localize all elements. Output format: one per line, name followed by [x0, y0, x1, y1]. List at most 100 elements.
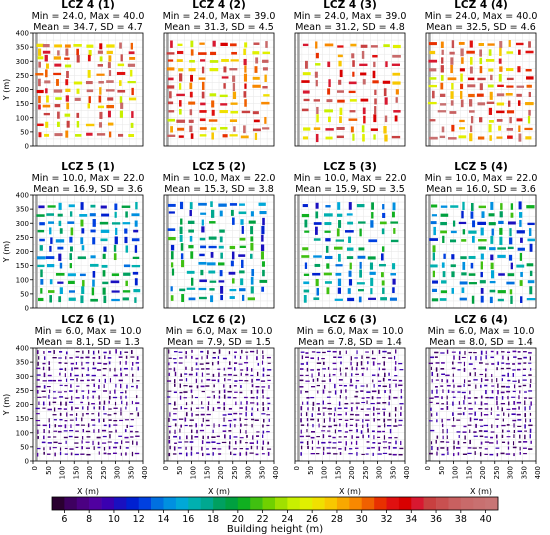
building [97, 446, 101, 449]
building [398, 419, 403, 422]
building [266, 448, 272, 450]
building [201, 390, 206, 393]
building [173, 413, 177, 415]
building [64, 384, 68, 387]
panel-stats-mean: Mean = 31.3, SD = 4.5 [164, 22, 274, 33]
building [349, 99, 357, 102]
building [468, 110, 475, 113]
building [178, 109, 182, 115]
building [167, 85, 175, 89]
building [239, 452, 242, 456]
building [480, 378, 483, 383]
building [529, 384, 532, 388]
building [179, 436, 181, 440]
building [171, 251, 174, 260]
building [115, 349, 117, 354]
building [103, 295, 107, 304]
building [467, 77, 475, 81]
building [428, 59, 438, 63]
building [261, 286, 265, 292]
building [52, 414, 57, 416]
building [461, 356, 466, 359]
building [500, 203, 503, 210]
building [200, 245, 207, 249]
building [234, 351, 237, 354]
building [430, 407, 432, 411]
building [497, 84, 504, 88]
building [82, 350, 84, 354]
building [338, 401, 341, 406]
building [518, 406, 520, 410]
building [130, 42, 133, 50]
building [52, 401, 57, 404]
building [337, 413, 342, 416]
building [317, 418, 319, 422]
building [45, 63, 49, 69]
building [490, 235, 494, 244]
x-axis-label: X (m) [339, 487, 361, 496]
building [498, 74, 502, 82]
building [211, 109, 215, 116]
building [49, 389, 51, 394]
building [180, 406, 182, 410]
building [198, 202, 207, 206]
building [199, 429, 205, 432]
building [507, 221, 516, 225]
building [500, 367, 504, 370]
x-axis-label: X (m) [77, 487, 99, 496]
building [168, 77, 174, 81]
building [233, 453, 237, 456]
building [469, 40, 473, 48]
building [43, 451, 45, 455]
building [185, 446, 187, 450]
building [262, 395, 264, 399]
building [314, 71, 318, 78]
building [244, 42, 248, 48]
building [300, 412, 302, 417]
building [107, 414, 112, 416]
building [300, 424, 305, 426]
building [460, 99, 464, 108]
building [188, 425, 193, 427]
building [230, 110, 239, 114]
building [103, 384, 105, 389]
building [268, 384, 270, 389]
building [392, 453, 397, 456]
building [56, 79, 59, 86]
building [261, 386, 266, 388]
building [199, 237, 206, 241]
building [490, 412, 492, 416]
building [245, 411, 247, 417]
building [183, 391, 188, 393]
colorbar-segment [138, 497, 152, 510]
building [63, 408, 68, 410]
building [339, 116, 342, 123]
building [305, 435, 311, 437]
building [49, 279, 53, 285]
colorbar-segment [485, 497, 499, 510]
building [484, 408, 489, 410]
building [251, 269, 255, 277]
x-tick-label: 250 [231, 466, 239, 479]
building [130, 350, 133, 354]
building [92, 350, 95, 355]
building [174, 442, 177, 444]
building [321, 380, 326, 382]
boundary-strip [166, 195, 169, 308]
building [337, 45, 344, 48]
building [516, 264, 525, 268]
building [485, 350, 487, 355]
building [382, 80, 391, 84]
building [229, 245, 236, 250]
building [371, 390, 377, 393]
colorbar-segment [151, 497, 164, 510]
building [525, 69, 532, 72]
building [334, 298, 343, 301]
building [177, 43, 183, 46]
building [517, 351, 521, 353]
building [354, 357, 358, 359]
building [316, 362, 322, 364]
building [439, 298, 447, 301]
building [517, 368, 521, 371]
building [451, 271, 455, 278]
